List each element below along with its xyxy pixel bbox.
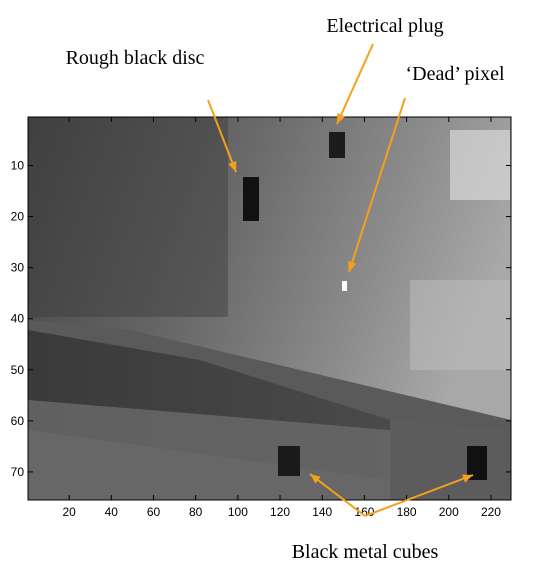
x-tick-label: 200 [439,505,459,519]
x-tick-label: 20 [62,505,76,519]
x-tick-label: 120 [270,505,290,519]
annotation: Black metal cubes [292,541,439,563]
y-tick-label: 30 [11,261,25,275]
arrow-head [462,474,473,483]
y-tick-label: 10 [11,159,25,173]
annotation-arrow [364,474,474,517]
y-tick-label: 60 [11,414,25,428]
annotation-arrow [348,97,406,273]
x-tick-label: 180 [397,505,417,519]
image [28,117,511,500]
y-tick-label: 20 [11,210,25,224]
x-tick-label: 60 [147,505,161,519]
y-tick-label: 70 [11,465,25,479]
annotation: ‘Dead’ pixel [405,63,504,85]
arrow-head [310,474,321,484]
x-tick-label: 80 [189,505,203,519]
arrow-head [348,261,357,272]
arrow-head [337,113,346,124]
y-tick-label: 40 [11,312,25,326]
annotation: Rough black disc [66,47,205,69]
x-tick-label: 140 [312,505,332,519]
x-tick-label: 220 [481,505,501,519]
axes-box [27,116,512,501]
x-tick-label: 40 [105,505,119,519]
annotation-arrow [336,43,374,125]
x-tick-label: 160 [354,505,374,519]
annotation-arrow [309,473,366,517]
annotation-arrow [207,99,237,173]
arrow-head [228,161,237,172]
x-tick-label: 100 [228,505,248,519]
annotation: Electrical plug [326,15,443,37]
y-tick-label: 50 [11,363,25,377]
